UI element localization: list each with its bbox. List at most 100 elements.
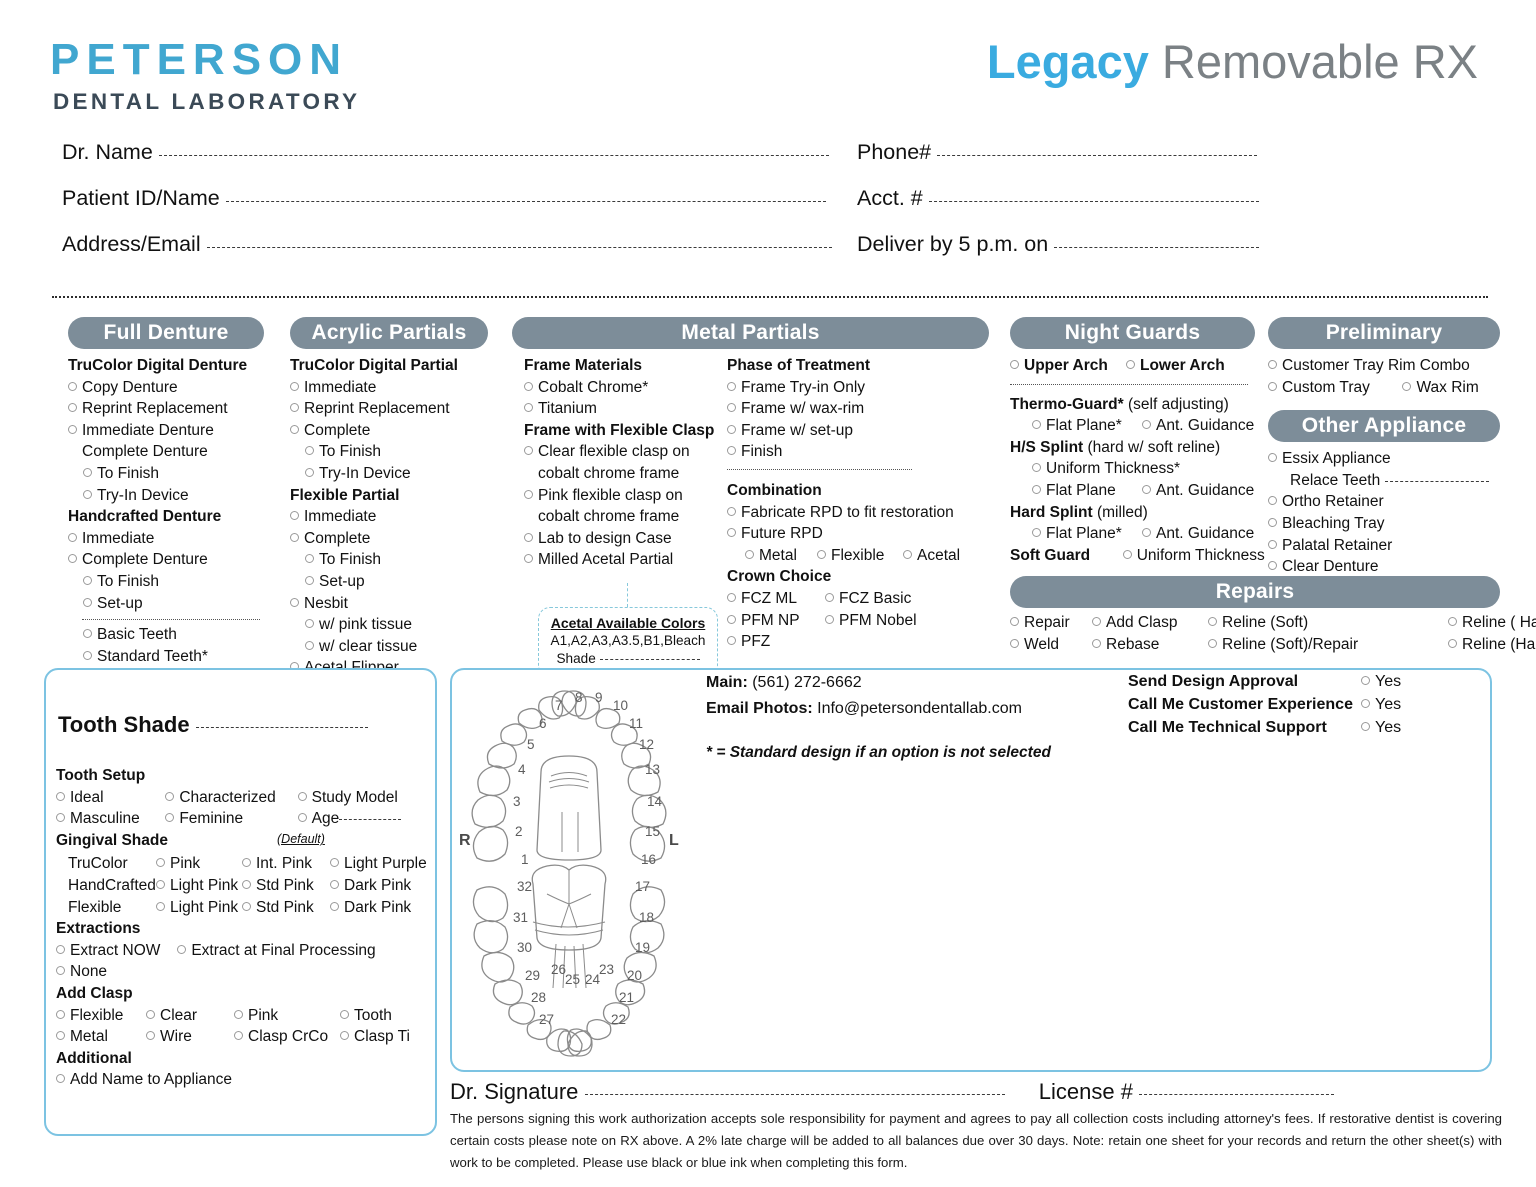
tooth-number-13[interactable]: 13: [645, 762, 661, 777]
acrylic-partial-option-complete[interactable]: Complete: [290, 420, 488, 442]
radio-icon[interactable]: [340, 1009, 349, 1019]
relace-teeth-input[interactable]: [1384, 480, 1489, 482]
age-input[interactable]: [339, 819, 402, 821]
other-appliance-field-relace-teeth[interactable]: Relace Teeth: [1268, 470, 1500, 492]
future-rpd-option-flexible[interactable]: Flexible: [817, 545, 903, 567]
acct-field[interactable]: Acct. #: [857, 186, 1259, 211]
radio-icon[interactable]: [1361, 676, 1370, 685]
radio-icon[interactable]: [1032, 528, 1041, 538]
gingival-option-handcrafted-dark-pink[interactable]: Dark Pink: [330, 875, 411, 897]
radio-icon[interactable]: [825, 614, 834, 624]
additional-option-add-name[interactable]: Add Name to Appliance: [56, 1069, 431, 1091]
radio-icon[interactable]: [68, 381, 77, 391]
tooth-number-18[interactable]: 18: [639, 910, 655, 925]
gingival-option-flexible-dark-pink[interactable]: Dark Pink: [330, 897, 411, 919]
phase-option-frame-try-in-only[interactable]: Frame Try-in Only: [727, 377, 989, 399]
full-denture-option-immediate[interactable]: Immediate: [68, 528, 264, 550]
radio-icon[interactable]: [1268, 561, 1277, 571]
acrylic-partial-option-to-finish[interactable]: To Finish: [290, 441, 488, 463]
radio-icon[interactable]: [1010, 617, 1019, 626]
license-field[interactable]: License #: [1039, 1079, 1335, 1104]
night-guard-option-ant-guidance[interactable]: Ant. Guidance: [1142, 523, 1254, 545]
tooth-number-32[interactable]: 32: [517, 879, 533, 894]
tooth-number-25[interactable]: 25: [565, 972, 581, 987]
add-clasp-option-metal[interactable]: Metal: [56, 1026, 146, 1048]
night-guard-option-uniform-thickness[interactable]: Uniform Thickness*: [1032, 458, 1180, 480]
radio-icon[interactable]: [305, 554, 314, 564]
radio-icon[interactable]: [1032, 463, 1041, 473]
tooth-number-26[interactable]: 26: [551, 962, 567, 977]
extraction-option-final-processing[interactable]: Extract at Final Processing: [177, 942, 376, 959]
radio-icon[interactable]: [305, 640, 314, 650]
radio-icon[interactable]: [1361, 722, 1370, 731]
repairs-option-reline-hard[interactable]: Reline ( Hard): [1448, 612, 1536, 634]
radio-icon[interactable]: [290, 511, 299, 521]
radio-icon[interactable]: [727, 636, 736, 646]
radio-icon[interactable]: [156, 858, 165, 868]
tooth-setup-option-study-model[interactable]: Study Model: [297, 789, 398, 806]
radio-icon[interactable]: [1092, 638, 1101, 648]
radio-icon[interactable]: [727, 506, 736, 516]
frame-material-option-cobalt-chrome[interactable]: Cobalt Chrome*: [524, 377, 729, 399]
full-denture-option-try-in-device[interactable]: Try-In Device: [68, 485, 264, 507]
phase-option-frame-w-set-up[interactable]: Frame w/ set-up: [727, 420, 989, 442]
radio-icon[interactable]: [903, 549, 912, 559]
night-guard-option-flat-plane[interactable]: Flat Plane*: [1032, 415, 1142, 437]
phone-input[interactable]: [937, 155, 1258, 156]
radio-icon[interactable]: [1010, 360, 1019, 369]
radio-icon[interactable]: [290, 532, 299, 542]
night-guard-arch-upper-arch[interactable]: Upper Arch: [1010, 355, 1126, 377]
tooth-number-9[interactable]: 9: [595, 690, 603, 705]
other-appliance-option-clear-denture[interactable]: Clear Denture: [1268, 556, 1500, 578]
radio-icon[interactable]: [1032, 420, 1041, 430]
acrylic-partial-option-reprint-replacement[interactable]: Reprint Replacement: [290, 398, 488, 420]
radio-icon[interactable]: [330, 858, 339, 868]
tooth-number-8[interactable]: 8: [575, 690, 583, 705]
address-email-field[interactable]: Address/Email: [62, 232, 832, 257]
radio-icon[interactable]: [56, 944, 65, 954]
radio-icon[interactable]: [1126, 360, 1135, 369]
tooth-number-5[interactable]: 5: [527, 737, 535, 752]
crown-choice-option-fcz-ml[interactable]: FCZ ML: [727, 588, 825, 610]
radio-icon[interactable]: [177, 944, 187, 954]
combination-option-fabricate-rpd-to-fit-restoration[interactable]: Fabricate RPD to fit restoration: [727, 502, 989, 524]
future-rpd-option-acetal[interactable]: Acetal: [903, 545, 960, 567]
flexible-clasp-option-milled-acetal-partial[interactable]: Milled Acetal Partial: [524, 549, 729, 571]
radio-icon[interactable]: [165, 813, 175, 823]
radio-icon[interactable]: [727, 592, 736, 602]
tooth-number-7[interactable]: 7: [555, 698, 563, 713]
radio-icon[interactable]: [1268, 539, 1277, 549]
radio-icon[interactable]: [56, 791, 65, 801]
tooth-number-1[interactable]: 1: [521, 852, 529, 867]
full-denture-option-standard-teeth[interactable]: Standard Teeth*: [68, 646, 264, 668]
radio-icon[interactable]: [1268, 496, 1277, 506]
radio-icon[interactable]: [234, 1009, 243, 1019]
radio-icon[interactable]: [1142, 484, 1151, 494]
crown-choice-option-pfm-nobel[interactable]: PFM Nobel: [825, 610, 917, 632]
license-input[interactable]: [1139, 1094, 1335, 1095]
radio-icon[interactable]: [1208, 617, 1217, 626]
future-rpd-option-metal[interactable]: Metal: [745, 545, 817, 567]
preliminary-option-wax-rim[interactable]: Wax Rim: [1402, 379, 1479, 396]
radio-icon[interactable]: [1208, 638, 1217, 648]
tooth-number-27[interactable]: 27: [539, 1012, 555, 1027]
tooth-number-22[interactable]: 22: [611, 1012, 627, 1027]
dr-signature-field[interactable]: Dr. Signature: [450, 1079, 1011, 1104]
radio-icon[interactable]: [1448, 617, 1457, 626]
acrylic-partial-option-immediate[interactable]: Immediate: [290, 377, 488, 399]
tooth-number-30[interactable]: 30: [517, 940, 533, 955]
preliminary-option-custom-tray[interactable]: Custom Tray: [1268, 379, 1370, 396]
approval-yes-option-call-me-technical-support[interactable]: Yes: [1361, 716, 1401, 739]
night-guard-option-ant-guidance[interactable]: Ant. Guidance: [1142, 480, 1254, 502]
radio-icon[interactable]: [330, 901, 339, 911]
radio-icon[interactable]: [146, 1009, 155, 1019]
repairs-option-reline-hard-repair[interactable]: Reline (Hard)/Repair: [1448, 634, 1536, 656]
radio-icon[interactable]: [56, 813, 65, 823]
repairs-option-reline-soft[interactable]: Reline (Soft): [1208, 612, 1448, 634]
radio-icon[interactable]: [1268, 453, 1277, 463]
radio-icon[interactable]: [1092, 617, 1101, 626]
dr-signature-input[interactable]: [584, 1094, 1005, 1095]
radio-icon[interactable]: [1268, 360, 1277, 369]
crown-choice-option-pfm-np[interactable]: PFM NP: [727, 610, 825, 632]
dr-name-field[interactable]: Dr. Name: [62, 140, 829, 165]
